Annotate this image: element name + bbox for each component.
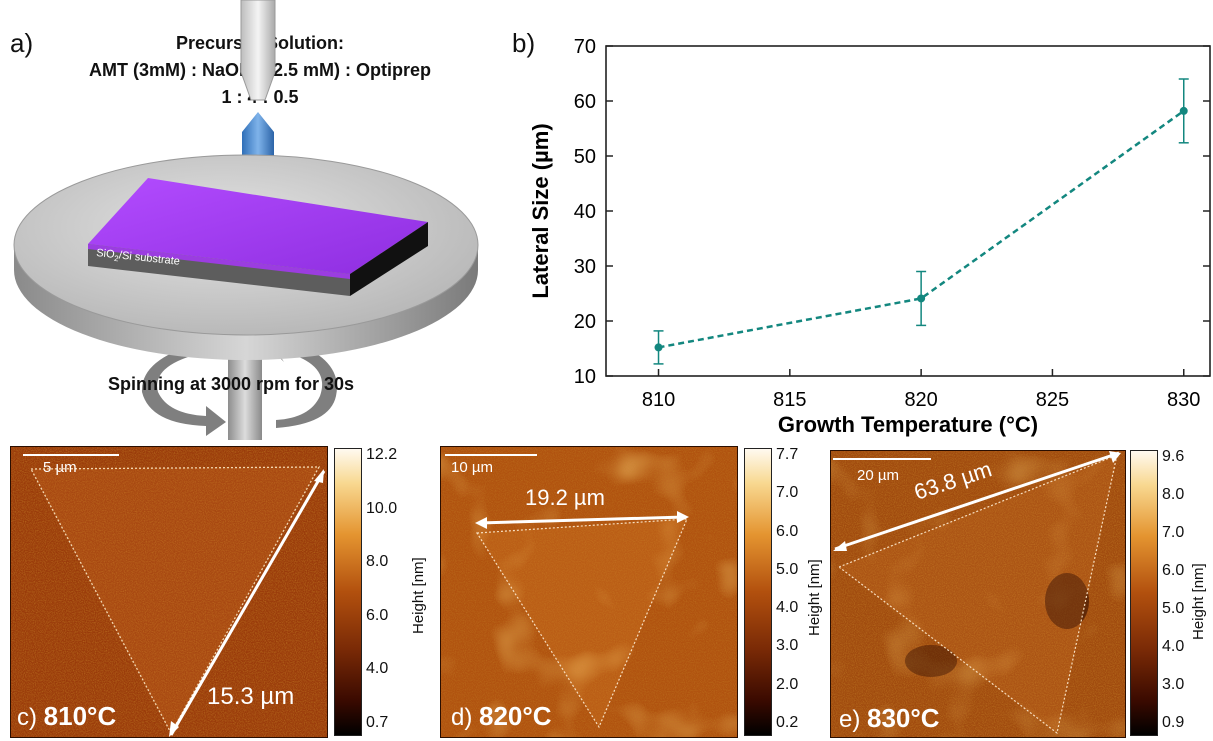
x-tick-label: 820 [904,389,937,411]
colorbar-tick-label: 3.0 [776,637,799,655]
colorbar-830 [1130,450,1158,736]
colorbar-tick-label: 5.0 [776,560,799,578]
measurement-arrow [834,451,1120,551]
colorbar-tick-label: 3.0 [1162,676,1185,693]
scale-bar-label: 5 µm [43,459,77,476]
colorbar-tick-label: 4.0 [1162,638,1185,655]
afm-image-810: 5 µm 15.3 µm c) 810°C [10,446,328,738]
colorbar-tick-label: 7.7 [776,446,799,463]
x-tick-label: 815 [773,389,806,411]
colorbar-tick-label: 8.0 [1162,486,1185,503]
colorbar-tick-label: 0.9 [1162,714,1185,731]
colorbar-820 [744,448,772,736]
afm-image-830: 20 µm 63.8 µm e) 830°C [830,450,1126,738]
x-tick-label: 825 [1036,389,1069,411]
pipette-icon [240,0,276,101]
y-tick-label: 60 [574,91,596,113]
data-point [917,294,926,303]
y-axis-title: Lateral Size (µm) [528,123,553,298]
afm-image-820: 10 µm 19.2 µm d) 820°C [440,446,738,738]
colorbar-tick-label: 6.0 [1162,562,1185,579]
colorbar-tick-label: 7.0 [1162,524,1185,541]
flake-outline [837,454,1118,735]
colorbar-tick-label: 5.0 [1162,600,1185,617]
colorbar-title-830: Height [nm] [1190,563,1207,640]
measurement-arrow [478,515,686,525]
spin-text: Spinning at 3000 rpm for 30s [108,374,355,394]
colorbar-tick-label: 6.0 [776,522,799,540]
colorbar-title-820: Height [nm] [806,559,823,636]
flake-outline [29,466,321,735]
panel-b-label: b) [512,28,536,58]
spin-coater-illustration: SiO2/Si substrate [13,0,479,440]
y-tick-label: 40 [574,201,596,223]
data-line [658,109,1185,349]
scale-bar-label: 20 µm [857,467,899,484]
colorbar-tick-label: 4.0 [366,660,389,678]
colorbar-tick-label: 10.0 [366,499,398,517]
x-axis-title: Growth Temperature (°C) [778,412,1038,437]
colorbar-tick-label: 0.2 [776,714,799,731]
measurement-label: 15.3 µm [207,683,295,710]
colorbar-title-810: Height [nm] [410,557,427,634]
colorbar-tick-label: 0.7 [366,714,389,731]
plot-frame [605,45,1211,377]
x-tick-label: 810 [642,389,675,411]
y-tick-label: 50 [574,146,596,168]
afm-panel-label: c) 810°C [17,701,117,731]
scale-bar-label: 10 µm [451,459,493,476]
colorbar-tick-label: 2.0 [776,675,799,693]
y-tick-label: 20 [574,311,596,333]
data-point [1179,106,1188,115]
colorbar-810 [334,448,362,736]
substrate-block [88,178,428,296]
measurement-label: 19.2 µm [525,485,605,510]
rotation-arrow-right-icon [268,330,337,428]
flake-outline [475,518,688,729]
measurement-arrow [169,470,326,736]
colorbar-tick-label: 8.0 [366,553,389,571]
y-tick-label: 70 [574,36,596,58]
colorbar-tick-label: 4.0 [776,599,799,617]
colorbar-tick-label: 9.6 [1162,448,1185,465]
colorbar-tick-label: 12.2 [366,446,398,463]
afm-panel-label: d) 820°C [451,701,552,731]
rotation-arrow-left-icon [141,340,226,436]
colorbar-tick-label: 7.0 [776,484,799,502]
colorbar-tick-label: 6.0 [366,606,389,624]
y-tick-label: 10 [574,366,596,388]
data-point [654,343,663,352]
droplet-icon [242,112,274,167]
x-tick-label: 830 [1167,389,1200,411]
lateral-size-chart: 10 20 30 40 50 60 70 810 815 820 825 830 Growth Te… [528,36,1211,437]
panel-a-label: a) [10,28,34,58]
y-tick-label: 30 [574,256,596,278]
afm-panel-label: e) 830°C [839,703,940,733]
